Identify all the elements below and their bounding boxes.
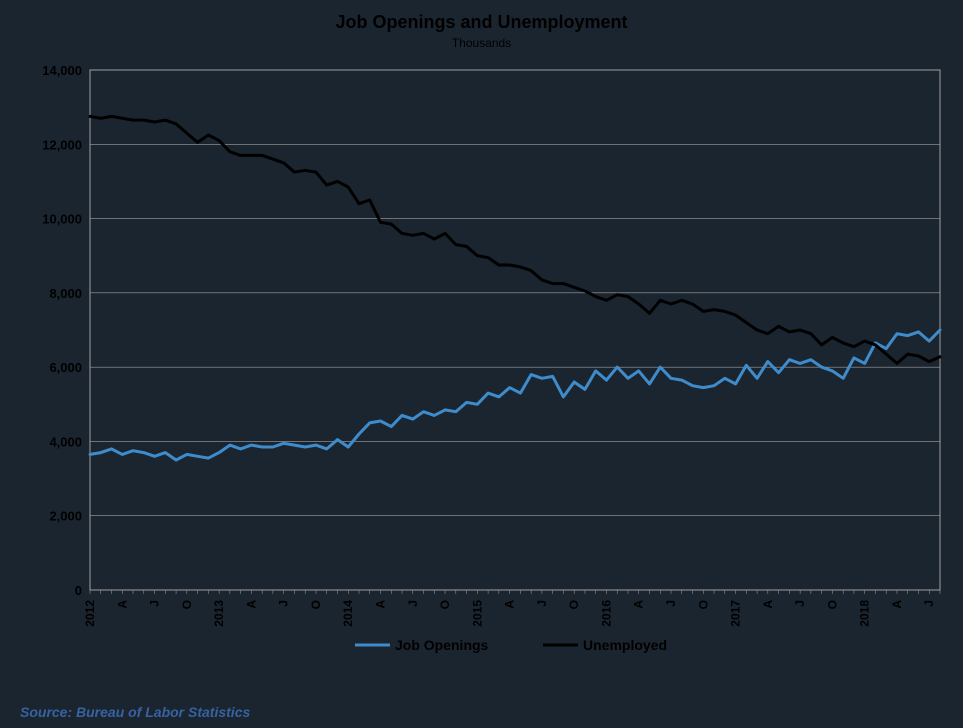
x-tick-label: A	[244, 600, 258, 609]
x-tick-label: J	[664, 600, 678, 607]
y-tick-label: 10,000	[42, 212, 82, 227]
x-tick-label: O	[696, 600, 710, 609]
y-tick-label: 12,000	[42, 137, 82, 152]
x-tick-label: 2018	[858, 600, 872, 627]
x-tick-label: J	[922, 600, 936, 607]
x-tick-label: 2015	[470, 600, 484, 627]
y-tick-label: 0	[75, 583, 82, 598]
legend-label: Job Openings	[395, 637, 489, 653]
x-tick-label: A	[115, 600, 129, 609]
chart-title: Job Openings and Unemployment	[0, 12, 963, 33]
x-tick-label: O	[567, 600, 581, 609]
x-tick-label: A	[761, 600, 775, 609]
x-tick-label: A	[503, 600, 517, 609]
x-tick-label: J	[277, 600, 291, 607]
chart-svg: 0 2,000 4,000 6,000 8,000 10,000 12,000 14,000 2…	[30, 60, 950, 700]
x-tick-label: 2013	[212, 600, 226, 627]
x-tick-label: A	[632, 600, 646, 609]
chart-subtitle-text: Thousands	[452, 36, 511, 50]
x-tick-label: O	[825, 600, 839, 609]
plot-border	[90, 70, 940, 590]
y-tick-label: 8,000	[49, 286, 82, 301]
chart-title-text: Job Openings and Unemployment	[335, 12, 627, 32]
chart-container: Job Openings and Unemployment Thousands …	[0, 0, 963, 728]
chart-subtitle: Thousands	[0, 36, 963, 50]
x-tick-label: O	[309, 600, 323, 609]
x-tick-label: 2016	[599, 600, 613, 627]
y-tick-label: 2,000	[49, 509, 82, 524]
source-text-label: Source: Bureau of Labor Statistics	[20, 704, 250, 720]
x-tick-label: A	[890, 600, 904, 609]
series-unemployed	[90, 116, 940, 363]
series-job-openings	[90, 330, 940, 460]
x-tick-label: O	[438, 600, 452, 609]
x-tick-label: O	[180, 600, 194, 609]
x-tick-label: J	[793, 600, 807, 607]
y-tick-label: 6,000	[49, 360, 82, 375]
x-tick-label: J	[148, 600, 162, 607]
y-tick-label: 4,000	[49, 434, 82, 449]
y-tick-label: 14,000	[42, 63, 82, 78]
x-tick-label: J	[406, 600, 420, 607]
x-tick-label: 2014	[341, 600, 355, 627]
plot-area: 0 2,000 4,000 6,000 8,000 10,000 12,000 14,000 2…	[30, 60, 950, 705]
x-tick-label: J	[535, 600, 549, 607]
x-tick-label: 2012	[83, 600, 97, 627]
source-text: Source: Bureau of Labor Statistics	[20, 704, 250, 720]
x-tick-label: A	[374, 600, 388, 609]
legend-label: Unemployed	[583, 637, 667, 653]
x-tick-label: 2017	[729, 600, 743, 627]
